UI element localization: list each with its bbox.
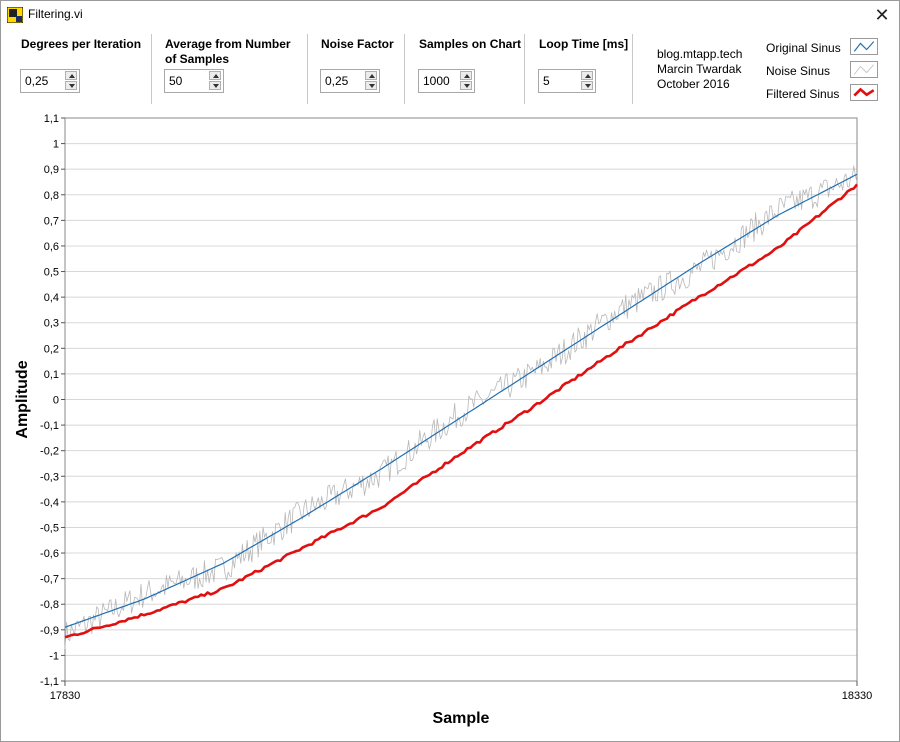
noise-factor-value: 0,25: [325, 74, 349, 88]
separator: [524, 34, 525, 104]
filtered-sinus-line: [64, 183, 859, 639]
x-tick-label: 17830: [50, 690, 81, 702]
y-tick-label: 0,6: [44, 241, 59, 253]
legend-label: Original Sinus: [766, 41, 841, 55]
samples-stepper[interactable]: [460, 71, 473, 90]
samples-on-chart-value: 1000: [423, 74, 450, 88]
separator: [151, 34, 152, 104]
separator: [404, 34, 405, 104]
degrees-stepper[interactable]: [65, 71, 78, 90]
y-tick-label: 0,3: [44, 318, 59, 330]
y-tick-label: -0,7: [40, 574, 59, 586]
noise-factor-input[interactable]: 0,25: [320, 69, 380, 93]
y-axis-ticks: 1,1 1 0,9 0,8 0,7 0,6 0,5 0,4 0,3 0,2 0,1 0 -0,1 -0,2…: [40, 113, 65, 688]
degrees-per-iteration-input[interactable]: 0,25: [20, 69, 80, 93]
x-axis-title: Sample: [433, 710, 490, 727]
noise-sinus-line: [64, 165, 858, 650]
close-button[interactable]: ✕: [865, 1, 899, 29]
decrement-arrow-icon[interactable]: [209, 81, 221, 90]
y-tick-label: 0,9: [44, 164, 59, 176]
y-tick-label: -0,1: [40, 420, 59, 432]
y-tick-label: -1: [49, 650, 59, 662]
y-tick-label: 0,1: [44, 369, 59, 381]
degrees-per-iteration-control: Degrees per Iteration: [21, 37, 141, 52]
y-tick-label: -0,8: [40, 599, 59, 611]
chart-series: [64, 165, 859, 650]
separator: [307, 34, 308, 104]
average-samples-label-line2: of Samples: [165, 52, 230, 66]
credit-author: Marcin Twardak: [657, 62, 742, 76]
y-tick-label: 0: [53, 395, 59, 407]
y-tick-label: -0,2: [40, 446, 59, 458]
y-tick-label: -0,3: [40, 471, 59, 483]
y-tick-label: 0,5: [44, 267, 59, 279]
y-tick-label: 0,2: [44, 343, 59, 355]
y-tick-label: -0,5: [40, 522, 59, 534]
legend-label: Filtered Sinus: [766, 87, 840, 101]
y-tick-label: -0,9: [40, 625, 59, 637]
loop-time-input[interactable]: 5: [538, 69, 596, 93]
labview-vi-icon: [7, 7, 23, 23]
y-tick-label: 0,4: [44, 292, 59, 304]
increment-arrow-icon[interactable]: [65, 71, 77, 80]
y-tick-label: -0,6: [40, 548, 59, 560]
y-tick-label: 1,1: [44, 113, 59, 125]
noise-stepper[interactable]: [365, 71, 378, 90]
average-samples-value: 50: [169, 74, 183, 88]
line-swatch-icon: [850, 61, 878, 78]
credit-site: blog.mtapp.tech: [657, 47, 743, 61]
samples-on-chart-label: Samples on Chart: [419, 37, 522, 51]
decrement-arrow-icon[interactable]: [460, 81, 472, 90]
credit-date: October 2016: [657, 77, 730, 91]
average-samples-control: Average from Number of Samples: [165, 37, 291, 67]
noise-factor-label: Noise Factor: [321, 37, 394, 51]
x-tick-label: 18330: [842, 690, 873, 702]
loop-time-control: Loop Time [ms]: [539, 37, 628, 52]
y-tick-label: 1: [53, 139, 59, 151]
y-tick-label: 0,8: [44, 190, 59, 202]
y-axis-title: Amplitude: [14, 360, 31, 438]
legend-label: Noise Sinus: [766, 64, 831, 78]
title-bar: Filtering.vi ✕: [1, 1, 899, 29]
x-axis-ticks: 17830 18330: [50, 681, 873, 702]
decrement-arrow-icon[interactable]: [65, 81, 77, 90]
separator: [632, 34, 633, 104]
average-samples-label-line1: Average from Number: [165, 37, 291, 51]
loop-time-label: Loop Time [ms]: [539, 37, 629, 51]
average-stepper[interactable]: [209, 71, 222, 90]
increment-arrow-icon[interactable]: [581, 71, 593, 80]
line-swatch-icon: [850, 84, 878, 101]
decrement-arrow-icon[interactable]: [581, 81, 593, 90]
loop-stepper[interactable]: [581, 71, 594, 90]
close-icon: ✕: [874, 5, 890, 25]
window-title: Filtering.vi: [28, 7, 83, 21]
chart-grid: [64, 117, 858, 682]
decrement-arrow-icon[interactable]: [365, 81, 377, 90]
increment-arrow-icon[interactable]: [365, 71, 377, 80]
samples-on-chart-control: Samples on Chart: [419, 37, 521, 52]
original-sinus-line: [64, 173, 858, 628]
noise-factor-control: Noise Factor: [321, 37, 394, 52]
credit-block: blog.mtapp.tech Marcin Twardak October 2…: [657, 47, 742, 92]
samples-on-chart-input[interactable]: 1000: [418, 69, 475, 93]
y-tick-label: -1,1: [40, 676, 59, 688]
y-tick-label: 0,7: [44, 215, 59, 227]
y-tick-label: -0,4: [40, 497, 59, 509]
line-swatch-icon: [850, 38, 878, 55]
increment-arrow-icon[interactable]: [209, 71, 221, 80]
average-samples-input[interactable]: 50: [164, 69, 224, 93]
degrees-per-iteration-label: Degrees per Iteration: [21, 37, 142, 51]
loop-time-value: 5: [543, 74, 550, 88]
degrees-per-iteration-value: 0,25: [25, 74, 49, 88]
increment-arrow-icon[interactable]: [460, 71, 472, 80]
